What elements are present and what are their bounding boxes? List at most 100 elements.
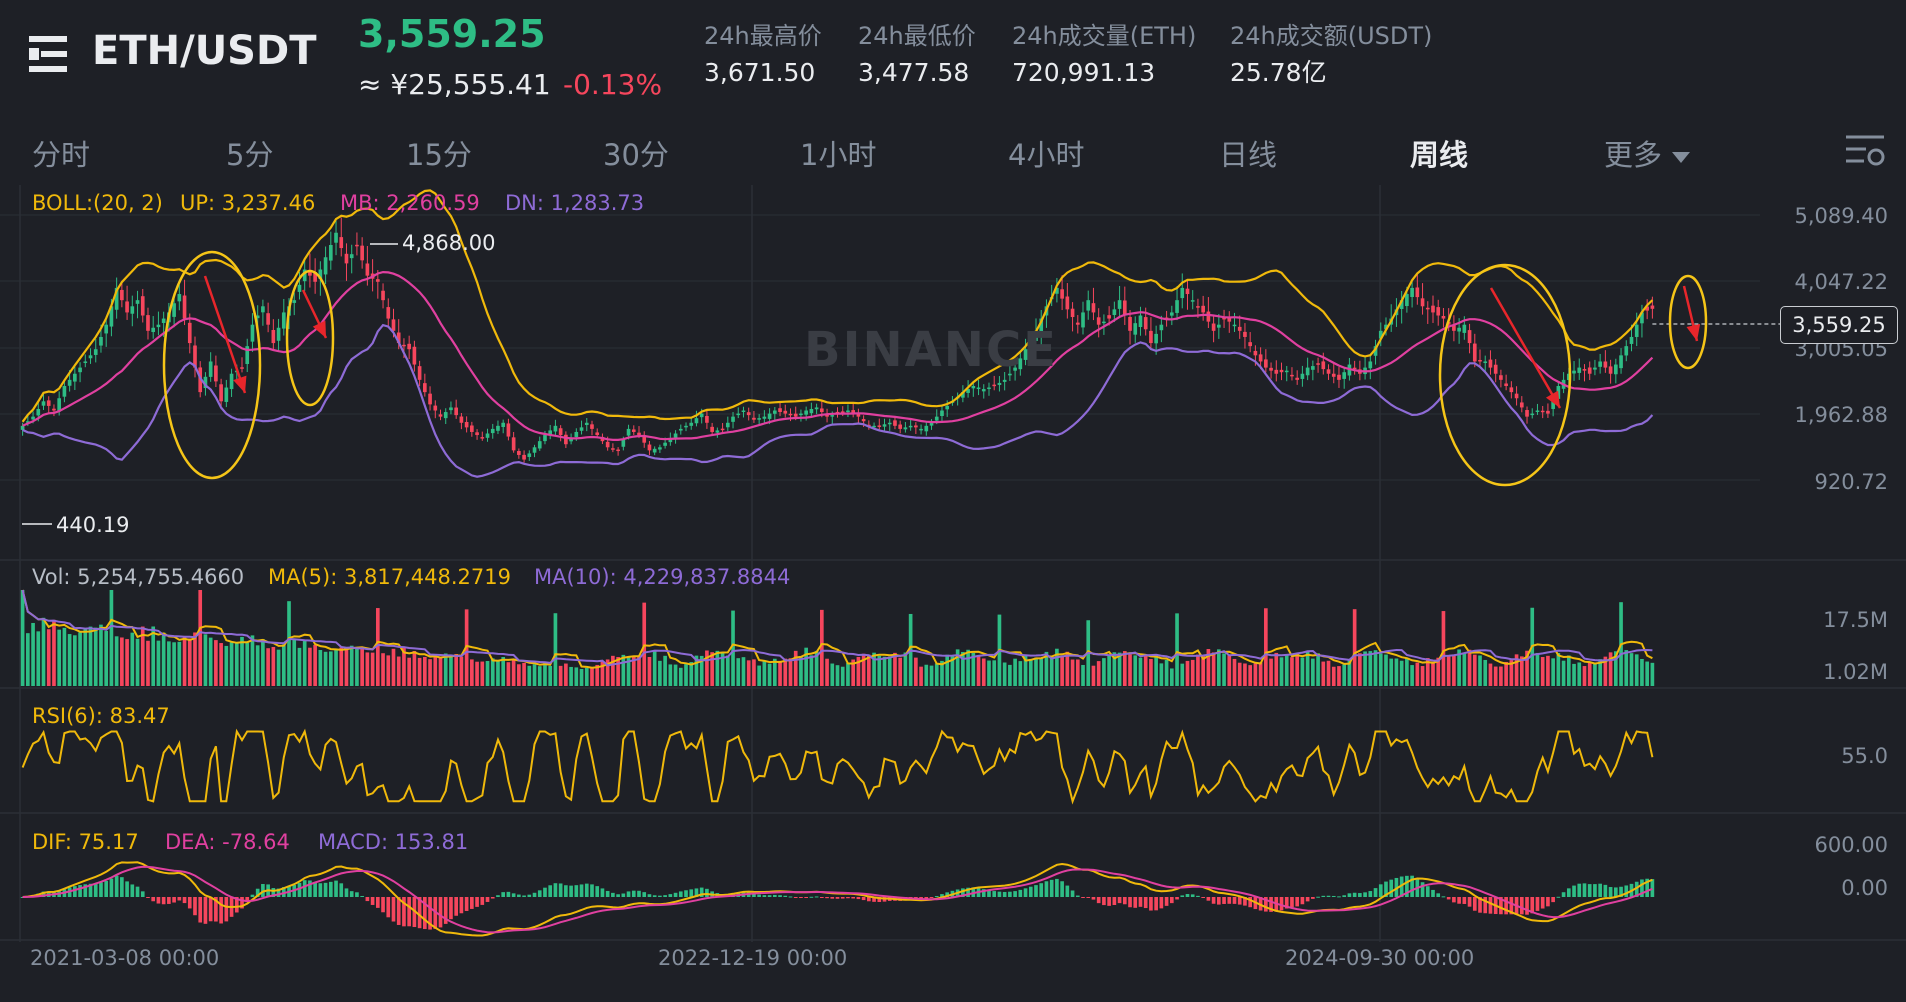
candle-body: [715, 430, 720, 433]
macd-histogram-bar: [814, 896, 819, 898]
tab-4h[interactable]: 4小时: [1008, 138, 1085, 172]
candle-body: [861, 419, 866, 422]
macd-histogram-bar: [140, 891, 145, 897]
macd-histogram-bar: [344, 888, 349, 897]
volume-bar: [658, 660, 662, 686]
macd-histogram-bar: [224, 897, 229, 922]
candle-body: [1264, 359, 1268, 368]
tab-more[interactable]: 更多: [1604, 132, 1691, 174]
stat-label: 24h成交量(ETH): [1012, 22, 1197, 50]
last-price: 3,559.25: [358, 12, 546, 56]
candle-body: [125, 301, 129, 313]
macd-histogram-bar: [449, 897, 453, 920]
macd-histogram-bar: [99, 882, 103, 897]
macd-histogram-bar: [490, 897, 495, 899]
stat-label: 24h最高价: [704, 22, 822, 50]
macd-histogram-bar: [1342, 895, 1347, 897]
macd-histogram-bar: [1039, 883, 1044, 897]
macd-histogram-bar: [198, 897, 203, 923]
candle-body: [1467, 330, 1472, 344]
macd-histogram-bar: [480, 897, 485, 905]
volume-bar: [281, 644, 286, 686]
candle-body: [135, 300, 140, 304]
macd-histogram-bar: [934, 896, 939, 898]
macd-histogram-bar: [1634, 881, 1639, 897]
tab-weekly[interactable]: 周线: [1410, 138, 1469, 172]
macd-histogram-bar: [501, 892, 506, 897]
candle-body: [360, 245, 364, 261]
macd-histogram-bar: [647, 894, 652, 897]
menu-icon[interactable]: [29, 34, 71, 74]
volume-bar: [1023, 655, 1028, 686]
volume-bar: [360, 647, 364, 686]
macd-histogram-bar: [1326, 895, 1331, 897]
candle-body: [240, 367, 244, 369]
tab-15m[interactable]: 15分: [406, 138, 472, 172]
macd-histogram-bar: [250, 894, 255, 897]
chart-settings-icon[interactable]: [1846, 133, 1886, 169]
volume-bar: [214, 640, 218, 686]
volume-bar: [1347, 659, 1352, 686]
volume-bar: [433, 656, 438, 686]
macd-histogram-bar: [1624, 885, 1629, 897]
tab-5m[interactable]: 5分: [226, 138, 274, 172]
candle-body: [1483, 361, 1488, 363]
volume-bar: [527, 665, 532, 686]
candle-body: [1634, 324, 1639, 337]
volume-bar: [757, 665, 761, 686]
candle-body: [814, 407, 819, 410]
candle-body: [20, 425, 25, 430]
macd-histogram-bar: [1619, 886, 1623, 897]
candle-body: [46, 400, 51, 406]
macd-histogram-bar: [1237, 897, 1242, 905]
candle-body: [830, 415, 835, 417]
macd-histogram-bar: [161, 897, 166, 905]
volume-bar: [1133, 655, 1138, 686]
volume-bar: [715, 650, 720, 686]
volume-bar: [501, 657, 506, 686]
volume-axis-label: 17.5M: [1823, 608, 1888, 632]
candle-body: [1593, 367, 1597, 370]
candle-body: [1175, 300, 1179, 313]
macd-dea-line: [22, 865, 1653, 934]
tab-daily[interactable]: 日线: [1219, 138, 1278, 172]
volume-bar: [224, 645, 229, 686]
tab-1h[interactable]: 1小时: [800, 138, 877, 172]
candle-body: [1290, 374, 1294, 377]
trading-pair[interactable]: ETH/USDT: [92, 28, 317, 74]
stat-24h-volume: 24h成交量(ETH) 720,991.13: [1012, 20, 1196, 94]
tab-timeshare[interactable]: 分时: [32, 138, 91, 172]
candle-body: [637, 432, 641, 436]
macd-histogram-bar: [313, 882, 317, 897]
volume-bar: [1138, 657, 1143, 686]
macd-histogram-bar: [208, 897, 213, 922]
macd-histogram-bar: [1499, 897, 1503, 915]
macd-histogram-bar: [1044, 881, 1049, 897]
macd-histogram-bar: [114, 875, 119, 897]
candle-body: [1008, 373, 1012, 376]
macd-histogram-bar: [386, 897, 391, 918]
candle-body: [1311, 366, 1315, 370]
macd-histogram-bar: [668, 894, 673, 897]
tab-30m[interactable]: 30分: [603, 138, 669, 172]
volume-bar: [1180, 663, 1185, 686]
x-axis-date: 2022-12-19 00:00: [658, 946, 848, 970]
macd-histogram-bar: [156, 897, 161, 904]
candle-body: [1650, 305, 1655, 309]
macd-histogram-bar: [553, 883, 558, 897]
annotation-arrow: [1489, 287, 1562, 409]
candle-body: [36, 408, 41, 416]
candle-body: [1525, 410, 1529, 417]
candle-body: [313, 272, 317, 282]
volume-bar: [41, 617, 46, 686]
macd-histogram-bar: [1159, 897, 1164, 909]
kline-chart[interactable]: [0, 185, 1906, 1002]
volume-bar: [945, 654, 950, 686]
candle-body: [344, 253, 349, 264]
volume-bar: [793, 650, 798, 686]
volume-bar: [830, 663, 835, 686]
volume-bar: [229, 642, 234, 686]
macd-histogram-bar: [1566, 888, 1571, 897]
candle-body: [496, 425, 500, 431]
volume-bar: [1582, 666, 1587, 686]
